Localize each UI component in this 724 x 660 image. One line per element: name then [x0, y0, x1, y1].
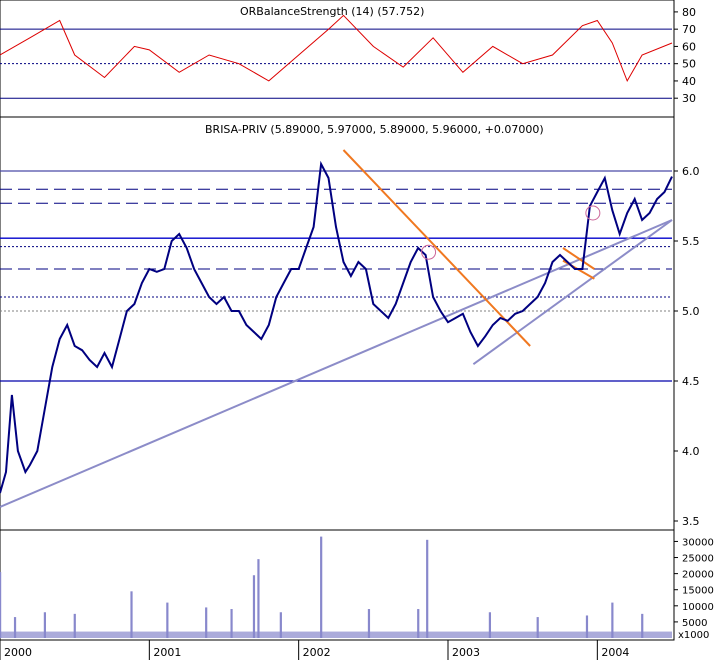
indicator-series-line: [0, 14, 673, 83]
indicator-panel: [0, 0, 675, 118]
volume-base-band: [0, 631, 672, 638]
indicator-y-tick-label: 80: [682, 6, 696, 19]
volume-bar-16: [536, 617, 539, 638]
volume-y-tick-label: 10000: [682, 602, 714, 613]
volume-bar-18: [611, 602, 614, 638]
price-y-tick-label: 5.5: [682, 235, 700, 248]
volume-y-tick-label: 15000: [682, 586, 714, 597]
volume-bar-8: [252, 575, 256, 638]
indicator-y-tick-label: 70: [682, 23, 696, 36]
volume-bar-9: [257, 559, 260, 638]
volume-layer: [0, 536, 672, 638]
volume-bar-2: [43, 612, 46, 638]
volume-bar-15: [488, 612, 492, 638]
volume-bar-1: [13, 617, 17, 638]
pattern-circle-1: [585, 205, 601, 221]
indicator-layer: [0, 14, 673, 99]
indicator-title: ORBalanceStrength (14) (57.752): [240, 5, 424, 18]
trend-line-1: [472, 219, 673, 366]
price-y-tick-label: 4.5: [682, 375, 700, 388]
x-tick-label: 2004: [601, 646, 629, 659]
volume-y-tick-label: 20000: [682, 570, 714, 581]
x-tick-label: 2002: [303, 646, 331, 659]
indicator-y-tick-label: 40: [682, 75, 696, 88]
price-title: BRISA-PRIV (5.89000, 5.97000, 5.89000, 5…: [205, 123, 544, 136]
volume-bar-19: [641, 613, 644, 638]
volume-y-tick-label: 5000: [682, 618, 707, 629]
volume-bar-6: [205, 607, 208, 638]
trend-line-3: [562, 247, 595, 270]
volume-panel: [0, 529, 675, 641]
indicator-y-tick-label: 30: [682, 92, 696, 105]
indicator-y-tick-label: 60: [682, 40, 696, 53]
volume-bar-0: [0, 572, 2, 638]
price-series-line: [0, 160, 673, 494]
indicator-y-tick-label: 50: [682, 58, 696, 71]
volume-y-tick-label: 25000: [682, 554, 714, 565]
volume-bar-13: [417, 609, 420, 638]
volume-multiplier-label: x1000: [678, 630, 709, 641]
pattern-circle-0: [421, 244, 437, 260]
axis-layer: 30 40 50 60 70 80 3.5 4.0 4.5 5.0 5.5 6.0 5000 10000 1…: [0, 6, 714, 660]
volume-bar-12: [367, 609, 371, 638]
price-y-tick-label: 6.0: [682, 165, 700, 178]
volume-bar-17: [585, 615, 589, 638]
volume-bar-10: [279, 612, 282, 638]
price-y-tick-label: 5.0: [682, 305, 700, 318]
price-layer: [0, 149, 673, 508]
x-tick-label: 2000: [4, 646, 32, 659]
trend-line-2: [342, 149, 531, 347]
volume-bar-4: [130, 591, 133, 638]
volume-bar-3: [73, 613, 76, 638]
x-tick-label: 2001: [153, 646, 181, 659]
price-panel: [0, 116, 675, 531]
trend-line-0: [0, 219, 673, 508]
volume-y-tick-label: 30000: [682, 537, 714, 548]
price-y-tick-label: 3.5: [682, 515, 700, 528]
volume-bar-14: [426, 539, 429, 638]
volume-bar-5: [166, 602, 169, 638]
x-tick-label: 2003: [452, 646, 480, 659]
volume-bar-11: [320, 536, 323, 638]
volume-bar-7: [230, 609, 233, 638]
price-y-tick-label: 4.0: [682, 445, 700, 458]
